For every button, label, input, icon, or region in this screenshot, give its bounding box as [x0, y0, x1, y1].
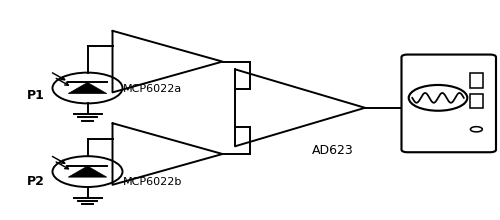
Polygon shape [68, 166, 107, 177]
Text: AD623: AD623 [312, 144, 354, 157]
Polygon shape [68, 82, 107, 94]
Text: P1: P1 [27, 89, 45, 102]
Text: MCP6022a: MCP6022a [123, 84, 182, 94]
Text: P2: P2 [27, 175, 45, 188]
Text: MCP6022b: MCP6022b [123, 176, 182, 187]
FancyBboxPatch shape [402, 55, 496, 152]
Bar [470, 73, 483, 88]
Bar [470, 94, 483, 108]
